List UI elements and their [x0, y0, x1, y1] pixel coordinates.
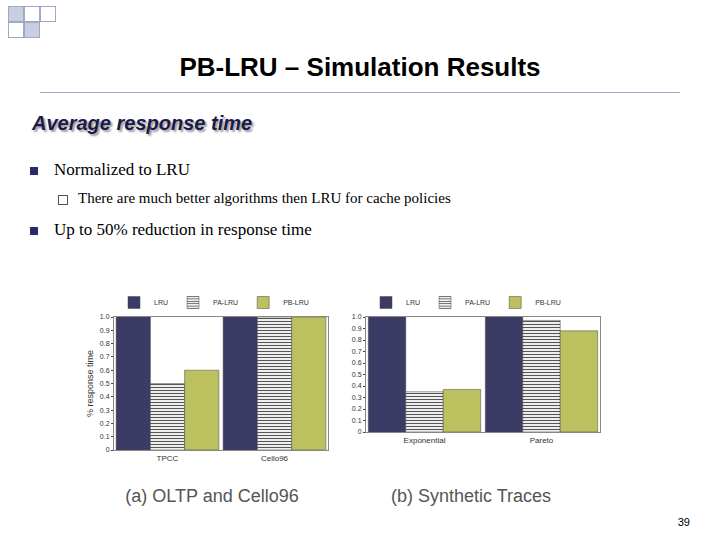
svg-text:0.3: 0.3 — [352, 394, 362, 401]
svg-text:0.5: 0.5 — [100, 380, 110, 387]
svg-text:0.7: 0.7 — [352, 348, 362, 355]
svg-text:LRU: LRU — [406, 299, 420, 306]
svg-text:0.8: 0.8 — [352, 336, 362, 343]
html-text:(b) Synthetic Traces: (b) Synthetic Traces — [391, 486, 551, 506]
svg-text:0.6: 0.6 — [100, 367, 110, 374]
svg-text:LRU: LRU — [154, 299, 168, 306]
svg-text:0.2: 0.2 — [100, 420, 110, 427]
svg-text:0: 0 — [358, 428, 362, 435]
svg-text:0.5: 0.5 — [352, 371, 362, 378]
svg-text:1.0: 1.0 — [352, 313, 362, 320]
svg-text:0.8: 0.8 — [100, 340, 110, 347]
html-text:39: 39 — [677, 516, 690, 528]
html-text:Up to 50% reduction in respons: Up to 50% reduction in response time — [54, 220, 312, 239]
svg-text:0.7: 0.7 — [100, 353, 110, 360]
svg-text:PB-LRU: PB-LRU — [535, 299, 561, 306]
svg-text:0.4: 0.4 — [352, 382, 362, 389]
svg-text:Exponential: Exponential — [404, 436, 446, 445]
html-text:(a) OLTP and Cello96: (a) OLTP and Cello96 — [125, 486, 299, 506]
svg-text:0.1: 0.1 — [100, 433, 110, 440]
html-text:PB-LRU – Simulation Results: PB-LRU – Simulation Results — [179, 52, 541, 82]
svg-text:0.9: 0.9 — [352, 325, 362, 332]
svg-text:0.4: 0.4 — [100, 393, 110, 400]
html-text:Normalized to LRU: Normalized to LRU — [54, 160, 190, 179]
svg-text:TPCC: TPCC — [157, 454, 179, 463]
svg-text:PB-LRU: PB-LRU — [283, 299, 309, 306]
svg-text:0.9: 0.9 — [100, 327, 110, 334]
svg-text:0: 0 — [106, 446, 110, 453]
svg-text:% response time: % response time — [85, 350, 95, 417]
html-text:Average response time: Average response time — [32, 112, 253, 134]
svg-text:PA-LRU: PA-LRU — [465, 299, 490, 306]
svg-text:0.2: 0.2 — [352, 405, 362, 412]
svg-text:Pareto: Pareto — [530, 436, 554, 445]
svg-text:PA-LRU: PA-LRU — [213, 299, 238, 306]
svg-text:0.3: 0.3 — [100, 407, 110, 414]
svg-text:Cello96: Cello96 — [261, 454, 289, 463]
html-text:There are much better algorith: There are much better algorithms then LR… — [78, 190, 451, 206]
svg-text:1.0: 1.0 — [100, 313, 110, 320]
svg-text:0.1: 0.1 — [352, 417, 362, 424]
svg-text:0.6: 0.6 — [352, 359, 362, 366]
